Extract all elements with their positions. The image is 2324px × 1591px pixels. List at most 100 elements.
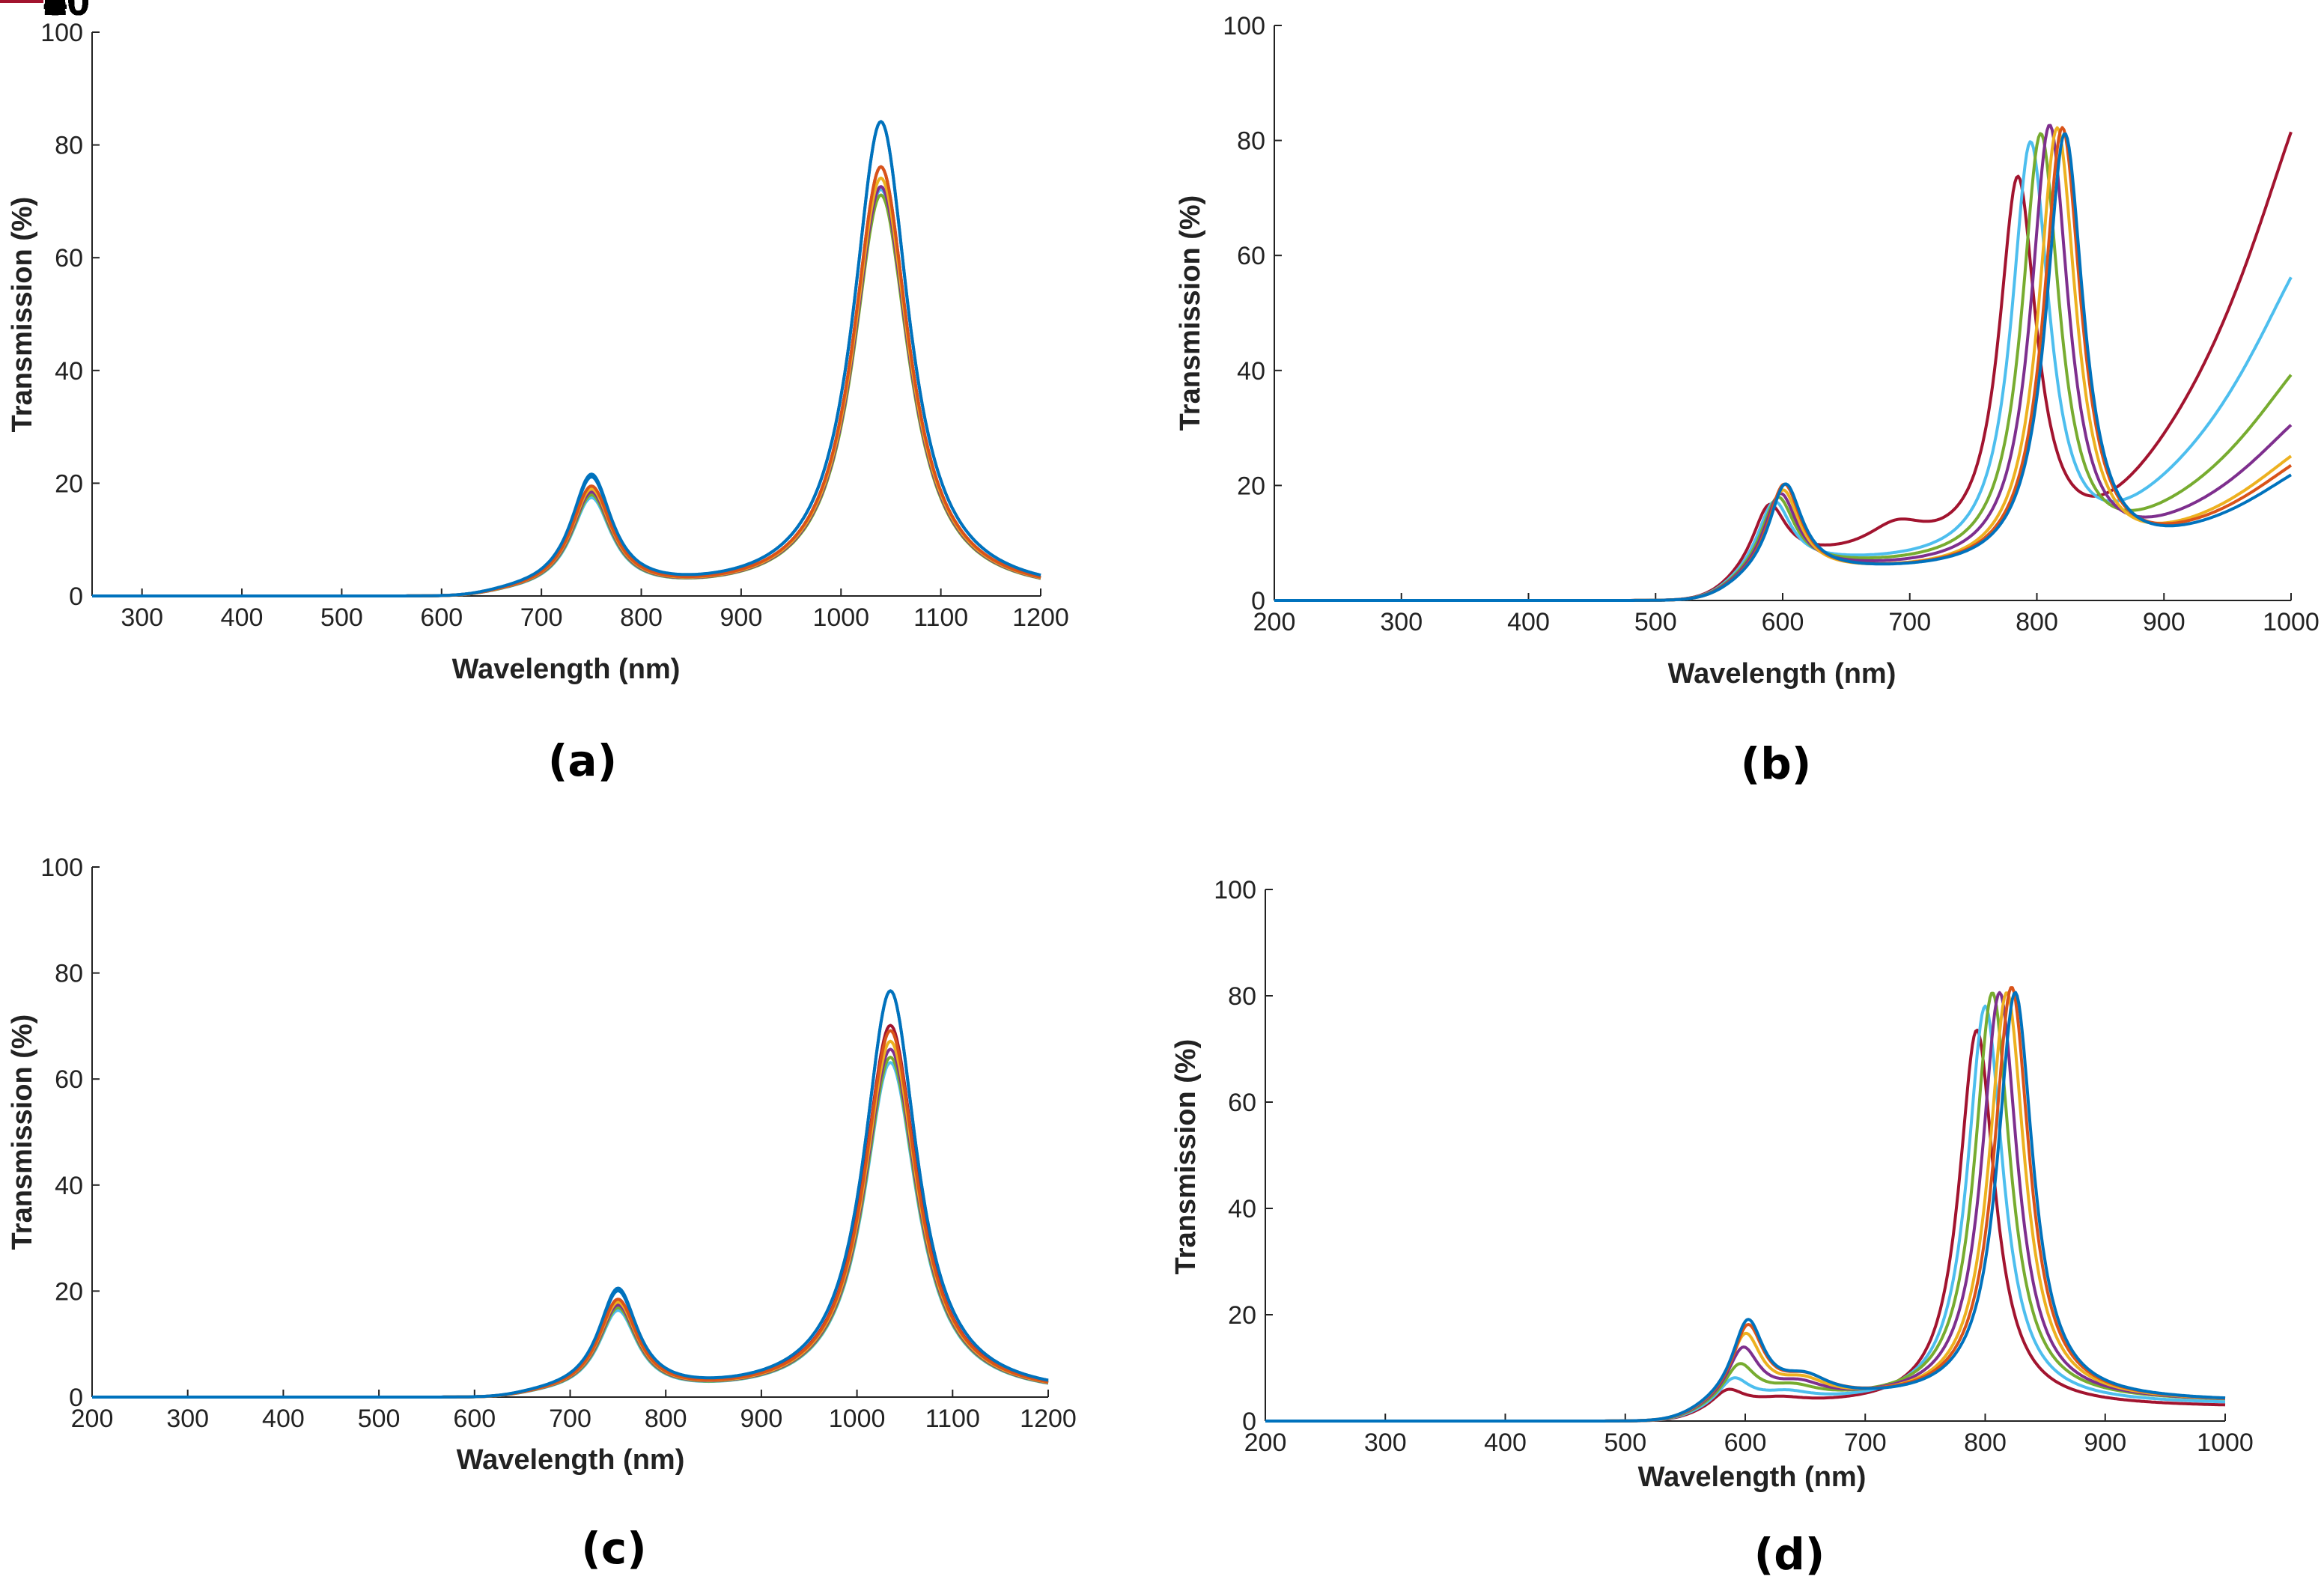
- y-tick-label: 40: [55, 1172, 83, 1200]
- legend-label-60: 60: [43, 0, 90, 24]
- legend-label-40: 40: [43, 0, 90, 24]
- x-tick-label: 400: [1484, 1429, 1527, 1457]
- panel-b: 200 300 400 500 600 700 800 900 1000020406080100…: [0, 0, 2320, 789]
- x-tick-label: 700: [520, 603, 563, 632]
- y-tick-label: 100: [1214, 876, 1256, 904]
- x-tick-label: 400: [262, 1405, 305, 1433]
- y-tick-label: 0: [69, 1384, 83, 1412]
- panel-c-xlabel: Wavelength (nm): [457, 1444, 685, 1476]
- y-tick-label: 80: [55, 132, 83, 160]
- x-tick-label: 300: [166, 1405, 209, 1433]
- panel-d-series-lines: [1265, 986, 2226, 1423]
- x-tick-label: 200: [1253, 608, 1296, 636]
- panel-c-series-lines: [92, 989, 1049, 1399]
- panel-c-ylabel: Transmission (%): [7, 1014, 38, 1250]
- x-tick-label: 1000: [812, 603, 869, 632]
- legend-label-0: 0: [43, 0, 67, 24]
- x-tick-label: 1100: [925, 1405, 980, 1433]
- x-tick-label: 400: [1507, 608, 1550, 636]
- legend-label-20: 20: [43, 0, 90, 24]
- panel-a-xlabel: Wavelength (nm): [452, 654, 681, 685]
- panel-c-caption: (c): [581, 1523, 646, 1574]
- x-tick-label: 1200: [1020, 1405, 1077, 1433]
- x-tick-label: 200: [71, 1405, 114, 1433]
- legend-label-50: 50: [43, 0, 90, 24]
- legend-label-60: 60: [43, 0, 90, 24]
- panel-a-ylabel: Transmission (%): [7, 197, 38, 433]
- y-tick-label: 0: [69, 582, 83, 611]
- panel-d-legend: 0°10°20°30°40°50°60°: [0, 0, 90, 24]
- legend-label-30: 30: [43, 0, 90, 24]
- x-tick-label: 900: [2084, 1429, 2126, 1457]
- legend-label-60: 60: [43, 0, 90, 24]
- legend-label-20: 20: [43, 0, 90, 24]
- x-tick-label: 700: [1888, 608, 1931, 636]
- x-tick-label: 1200: [1012, 603, 1069, 632]
- panel-a: 300 400 500 600 700 800 900 1000 1100 12000204060…: [0, 0, 1069, 786]
- x-tick-label: 900: [720, 603, 763, 632]
- series-line-0-deg: [1265, 991, 2226, 1423]
- legend-label-30: 30: [43, 0, 90, 24]
- x-tick-label: 900: [2143, 608, 2185, 636]
- x-tick-label: 500: [1604, 1429, 1646, 1457]
- panel-b-caption: (b): [1741, 738, 1812, 789]
- legend-label-20: 20: [43, 0, 90, 24]
- panel-b-axes: 200 300 400 500 600 700 800 900 1000 0 20 40 60 80 100: [1223, 12, 2320, 636]
- panel-b-ylabel: Transmission (%): [1175, 195, 1206, 431]
- x-tick-label: 200: [1244, 1429, 1287, 1457]
- legend-label-40: 40: [43, 0, 90, 24]
- x-tick-label: 1100: [913, 603, 968, 632]
- y-tick-label: 20: [1237, 472, 1265, 500]
- legend-label-40: 40: [43, 0, 90, 24]
- y-tick-label: 100: [40, 854, 83, 882]
- panel-b-xlabel: Wavelength (nm): [1668, 658, 1896, 690]
- panel-d-caption: (d): [1754, 1529, 1825, 1580]
- y-tick-label: 80: [1237, 127, 1265, 156]
- legend-label-50: 50: [43, 0, 90, 24]
- series-line-0-deg: [92, 120, 1041, 597]
- panel-b-legend: 0°10°20°30°40°50°60°: [0, 0, 90, 24]
- panel-c-legend: 0°10°20°30°40°50°60°70°: [0, 0, 90, 24]
- legend-label-70: 70: [43, 0, 90, 24]
- legend-label-30: 30: [43, 0, 90, 24]
- x-tick-label: 1000: [829, 1405, 886, 1433]
- y-tick-label: 80: [1228, 982, 1256, 1011]
- legend-label-10: 10: [43, 0, 90, 24]
- x-tick-label: 1000: [2263, 608, 2320, 636]
- panel-c-axes: 200 300 400 500 600 700 800 900 1000 1100 1200 0 20 4…: [40, 854, 1077, 1433]
- series-line-0-deg: [1274, 132, 2292, 602]
- panel-a-legend: 0°10°20°30°40°50°60°70°: [0, 0, 90, 24]
- legend-label-10: 10: [43, 0, 90, 24]
- y-tick-label: 20: [1228, 1301, 1256, 1330]
- legend-label-0: 0: [43, 0, 67, 24]
- y-tick-label: 0: [1251, 587, 1265, 615]
- x-tick-label: 300: [121, 603, 163, 632]
- legend-label-10: 10: [43, 0, 90, 24]
- panel-a-series-lines: [92, 120, 1041, 597]
- panel-c: 200 300 400 500 600 700 800 900 1000 1100 12000204…: [0, 0, 1077, 1574]
- panel-d-ylabel: Transmission (%): [1170, 1039, 1202, 1275]
- x-tick-label: 500: [1634, 608, 1677, 636]
- y-tick-label: 40: [55, 357, 83, 386]
- x-tick-label: 700: [549, 1405, 591, 1433]
- panel-b-series-lines: [1274, 124, 2293, 602]
- x-tick-label: 600: [1724, 1429, 1767, 1457]
- legend-label-30: 30: [43, 0, 90, 24]
- x-tick-label: 300: [1364, 1429, 1407, 1457]
- legend-label-0: 0: [43, 0, 67, 24]
- y-tick-label: 60: [1228, 1089, 1256, 1117]
- legend-label-10: 10: [43, 0, 90, 24]
- y-tick-label: 100: [1223, 12, 1265, 40]
- y-tick-label: 80: [55, 960, 83, 988]
- x-tick-label: 800: [645, 1405, 687, 1433]
- x-tick-label: 400: [221, 603, 264, 632]
- x-tick-label: 500: [358, 1405, 401, 1433]
- series-line-0-deg: [92, 989, 1049, 1399]
- panel-d: 200 300 400 500 600 700 800 900 1000020406080100…: [0, 0, 2254, 1580]
- legend-label-40: 40: [43, 0, 90, 24]
- x-tick-label: 900: [740, 1405, 783, 1433]
- panel-a-axes: 300 400 500 600 700 800 900 1000 1100 1200 0 20 40 60…: [40, 19, 1069, 632]
- legend-label-60: 60: [43, 0, 90, 24]
